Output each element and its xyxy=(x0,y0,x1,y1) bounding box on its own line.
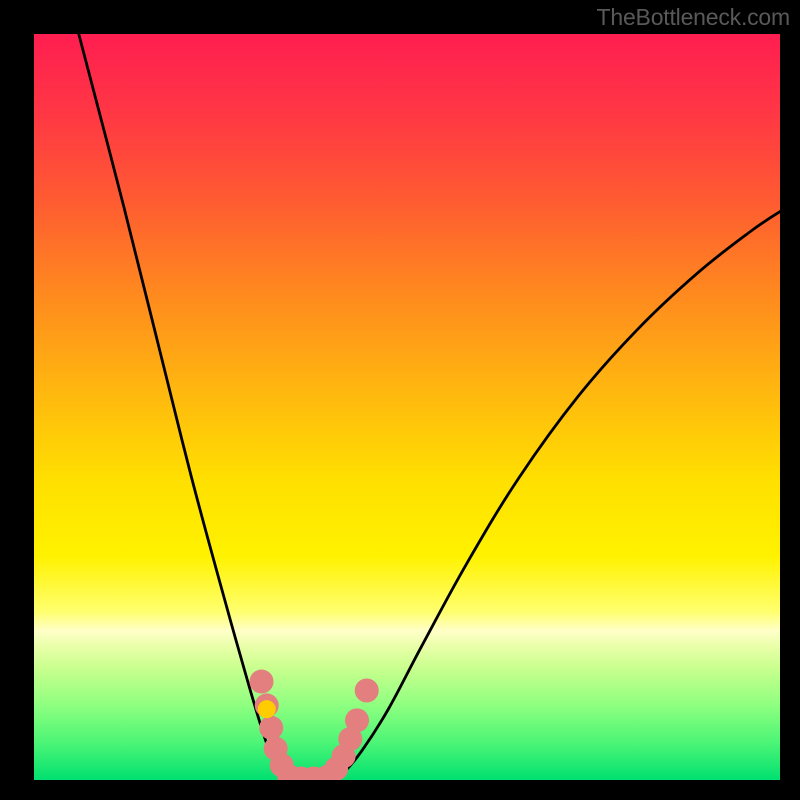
chart-svg xyxy=(34,34,780,780)
frame-right xyxy=(780,0,800,800)
frame-left xyxy=(0,0,34,800)
frame-bottom xyxy=(0,780,800,800)
highlight-marker xyxy=(258,700,276,718)
plot-area xyxy=(34,34,780,780)
data-marker xyxy=(259,716,283,740)
watermark-text: TheBottleneck.com xyxy=(597,4,790,31)
data-marker xyxy=(345,708,369,732)
chart-container: TheBottleneck.com xyxy=(0,0,800,800)
data-marker xyxy=(250,670,274,694)
gradient-background xyxy=(34,34,780,780)
data-marker xyxy=(355,678,379,702)
